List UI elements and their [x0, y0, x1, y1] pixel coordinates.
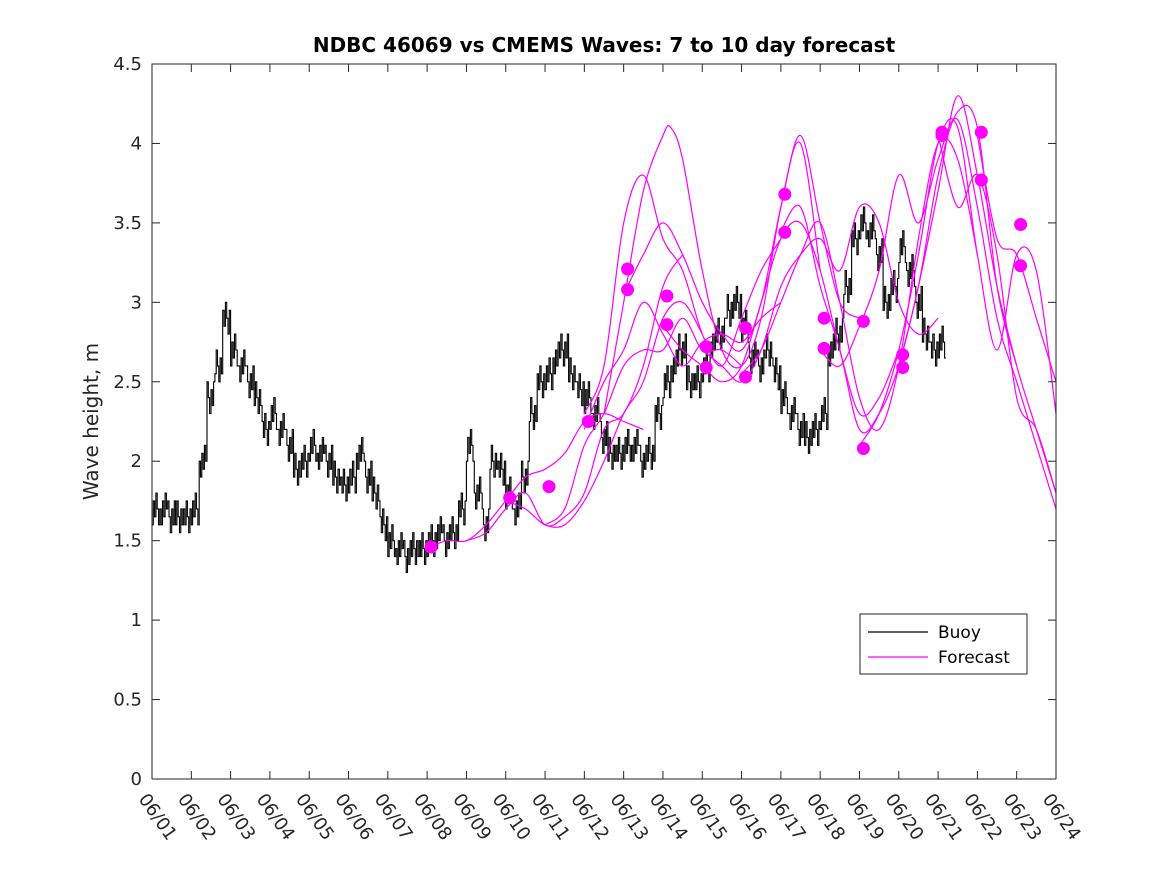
forecast-marker	[974, 173, 988, 187]
forecast-line-16	[937, 135, 1056, 494]
forecast-marker	[856, 314, 870, 328]
forecast-marker	[778, 225, 792, 239]
forecast-marker	[739, 370, 752, 384]
forecast-marker	[621, 262, 635, 276]
y-tick-label: 4	[131, 133, 142, 154]
forecast-marker	[699, 340, 713, 354]
forecast-marker	[817, 311, 831, 325]
forecast-marker	[699, 361, 713, 374]
forecast-line-3	[505, 301, 703, 528]
buoy-series-line	[152, 206, 946, 573]
y-tick-label: 0.5	[113, 690, 142, 711]
y-tick-label: 1.5	[113, 531, 142, 552]
y-tick-label: 3.5	[113, 213, 142, 234]
forecast-line-17	[976, 135, 1056, 382]
y-axis-label: Wave height, m	[79, 343, 103, 500]
forecast-marker	[856, 442, 870, 455]
forecast-marker	[621, 283, 635, 297]
y-tick-label: 4.5	[113, 54, 142, 75]
y-tick-label: 1	[131, 610, 142, 631]
y-tick-label: 2	[131, 451, 142, 472]
forecast-marker	[896, 348, 910, 362]
y-tick-label: 2.5	[113, 372, 142, 393]
forecast-marker	[935, 129, 949, 142]
forecast-marker	[1014, 218, 1028, 231]
legend-entry-forecast: Forecast	[938, 648, 1010, 668]
forecast-marker	[974, 125, 988, 139]
series-layer	[152, 95, 1056, 573]
forecast-line-6	[583, 174, 782, 414]
forecast-marker	[817, 341, 831, 355]
legend: Buoy Forecast	[859, 613, 1028, 675]
forecast-marker	[660, 289, 674, 303]
chart-title: NDBC 46069 vs CMEMS Waves: 7 to 10 day f…	[313, 33, 896, 57]
legend-entry-buoy: Buoy	[938, 623, 981, 643]
forecast-marker	[778, 187, 792, 201]
forecast-marker	[660, 318, 674, 332]
plot-frame	[151, 63, 1057, 780]
forecast-marker	[739, 321, 752, 335]
forecast-marker	[542, 480, 556, 494]
forecast-marker	[896, 361, 910, 374]
legend-box	[859, 613, 1028, 675]
forecast-marker	[503, 491, 517, 505]
forecast-marker	[1014, 259, 1028, 273]
forecast-line-5	[583, 301, 782, 430]
forecast-marker	[581, 415, 595, 428]
y-tick-label: 0	[131, 769, 142, 790]
y-tick-label: 3	[131, 292, 142, 313]
forecast-marker	[424, 540, 438, 554]
forecast-line-1	[426, 412, 644, 550]
